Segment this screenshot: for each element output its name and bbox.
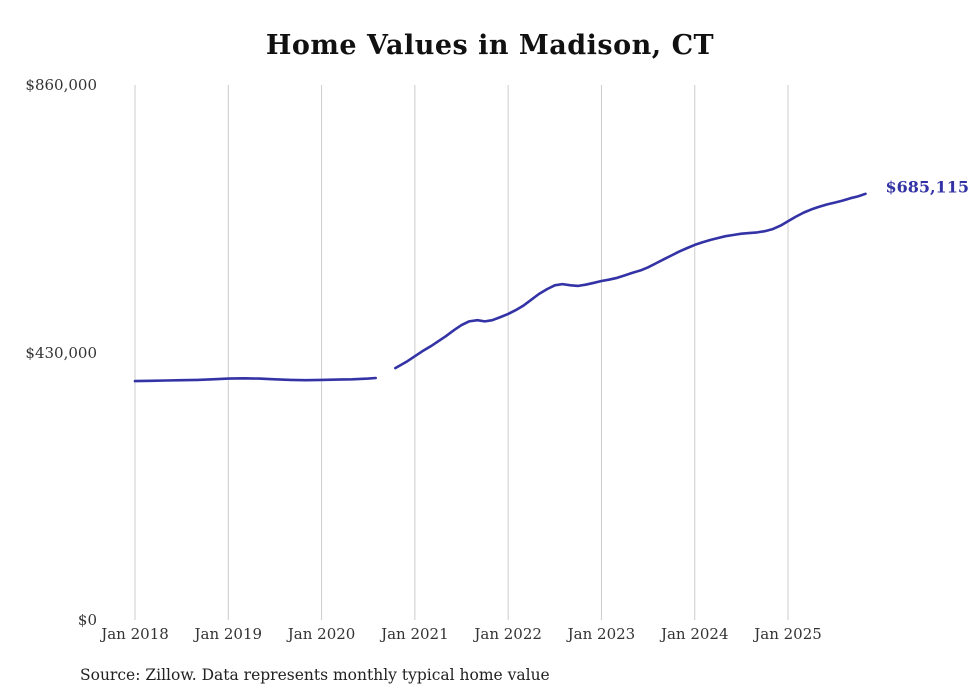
y-tick-label: $860,000 [25, 76, 97, 94]
current-value-label: $685,115 [885, 177, 969, 197]
chart-title: Home Values in Madison, CT [265, 30, 715, 61]
x-tick-label: Jan 2019 [194, 625, 263, 643]
x-tick-label: Jan 2018 [101, 625, 169, 643]
value-line [393, 192, 867, 370]
x-tick-label: Jan 2025 [754, 625, 822, 643]
value-line [133, 376, 378, 383]
y-tick-label: $0 [77, 611, 97, 629]
y-tick-label: $430,000 [25, 343, 97, 362]
x-tick-label: Jan 2024 [660, 625, 729, 643]
x-tick-label: Jan 2021 [381, 625, 449, 643]
x-tick-label: Jan 2020 [287, 625, 356, 643]
x-tick-label: Jan 2023 [567, 625, 636, 643]
source-note: Source: Zillow. Data represents monthly … [80, 666, 550, 684]
x-tick-label: Jan 2022 [474, 625, 542, 643]
y-axis-labels: $0 $430,000 $860,000 [0, 0, 97, 699]
